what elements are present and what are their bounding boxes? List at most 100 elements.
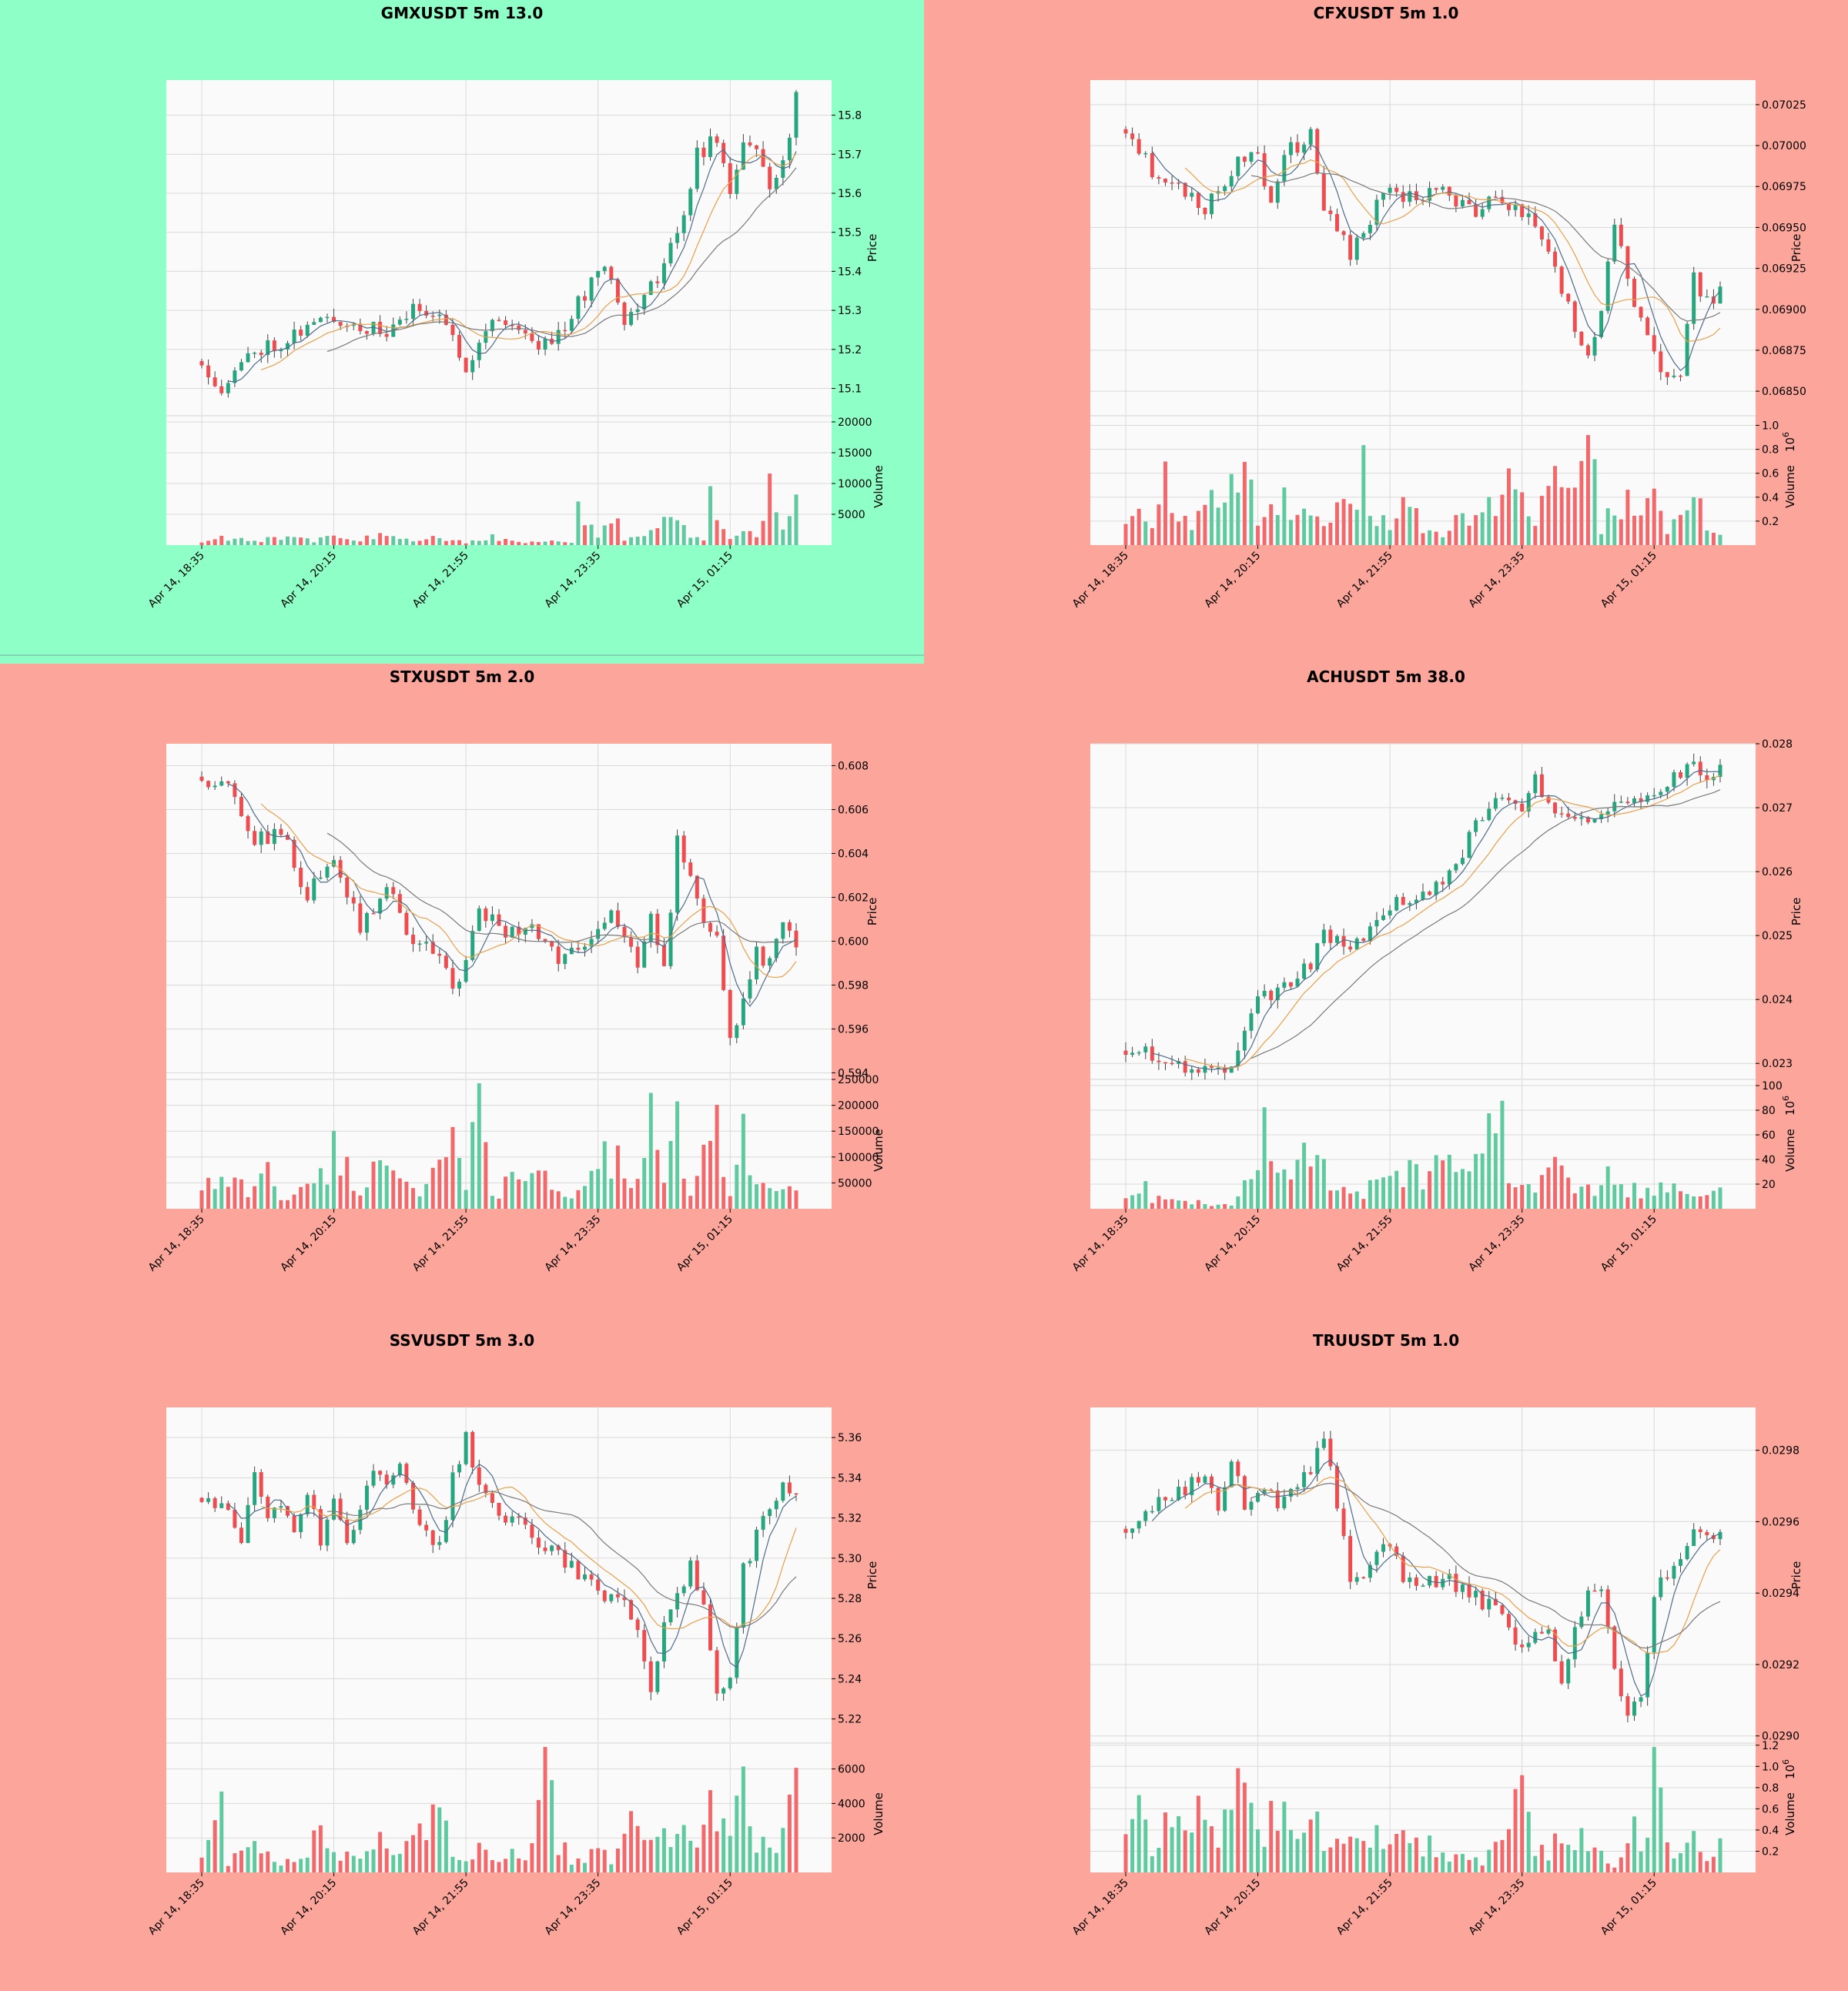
candle-body bbox=[563, 954, 567, 964]
volume-bar bbox=[583, 525, 587, 545]
candle-body bbox=[1428, 1575, 1432, 1586]
volume-bar bbox=[378, 533, 383, 545]
candle-body bbox=[1520, 803, 1525, 811]
volume-bar bbox=[272, 537, 276, 545]
volume-bar bbox=[318, 1168, 323, 1209]
volume-bar bbox=[384, 1165, 389, 1209]
candle-body bbox=[1216, 1067, 1220, 1069]
volume-bar bbox=[457, 1859, 462, 1872]
volume-bar bbox=[259, 542, 263, 545]
moving-average-line-2 bbox=[1184, 159, 1721, 343]
candle-body bbox=[358, 323, 363, 332]
candle-body bbox=[1262, 153, 1267, 186]
candle-body bbox=[437, 1541, 442, 1545]
volume-bar bbox=[741, 530, 745, 545]
volume-bar bbox=[1288, 520, 1293, 545]
candle-body bbox=[1685, 323, 1689, 376]
volume-bar bbox=[1210, 1826, 1214, 1872]
volume-plot-area bbox=[1090, 416, 1756, 545]
volume-bar bbox=[1639, 1851, 1643, 1872]
price-tick-label: 0.028 bbox=[1762, 738, 1793, 751]
candle-body bbox=[1539, 226, 1544, 239]
volume-bar bbox=[1170, 1199, 1174, 1209]
candle-body bbox=[239, 362, 243, 371]
candle-body bbox=[688, 189, 693, 216]
volume-bar bbox=[596, 1169, 601, 1209]
candle-body bbox=[1401, 1555, 1405, 1582]
candle-body bbox=[1269, 186, 1274, 203]
volume-bar bbox=[411, 1188, 415, 1209]
volume-bar bbox=[1500, 1839, 1505, 1872]
volume-bar bbox=[1533, 1192, 1538, 1209]
candle-body bbox=[1572, 301, 1577, 332]
candle-body bbox=[199, 1497, 204, 1502]
price-tick-label: 15.6 bbox=[838, 188, 862, 200]
price-tick-label: 0.023 bbox=[1762, 1058, 1793, 1070]
volume-bar bbox=[1335, 502, 1339, 545]
candle-body bbox=[741, 1563, 745, 1628]
candle-body bbox=[1625, 246, 1630, 279]
volume-bar bbox=[1163, 1199, 1167, 1209]
volume-bar bbox=[1585, 1184, 1590, 1209]
candle-body bbox=[715, 932, 719, 936]
volume-bar bbox=[543, 1747, 547, 1872]
volume-bar bbox=[1256, 1170, 1260, 1209]
volume-bar bbox=[1428, 530, 1432, 545]
volume-bar bbox=[484, 1142, 488, 1209]
volume-bar bbox=[1645, 1837, 1650, 1872]
candle-body bbox=[1520, 204, 1525, 217]
candle-body bbox=[286, 835, 290, 840]
candle-body bbox=[1480, 1591, 1485, 1610]
volume-bar bbox=[504, 1176, 508, 1209]
candle-body bbox=[1572, 817, 1577, 819]
volume-bar bbox=[1216, 1204, 1220, 1209]
volume-bar bbox=[609, 1864, 614, 1872]
candle-body bbox=[1256, 996, 1260, 1014]
volume-bar bbox=[629, 537, 634, 545]
volume-bar bbox=[576, 1190, 581, 1209]
volume-bar bbox=[1619, 519, 1623, 545]
price-tick-label: 0.024 bbox=[1762, 994, 1793, 1006]
volume-bar bbox=[1249, 1802, 1254, 1872]
volume-bar bbox=[504, 539, 508, 545]
volume-bar bbox=[1592, 1196, 1597, 1209]
price-tick-label: 0.06850 bbox=[1762, 386, 1806, 398]
volume-bar bbox=[708, 486, 712, 545]
candle-body bbox=[556, 946, 561, 964]
volume-bar bbox=[530, 1843, 534, 1872]
volume-bar bbox=[1269, 504, 1274, 545]
price-tick-label: 15.8 bbox=[838, 110, 862, 122]
candle-body bbox=[1275, 987, 1280, 1001]
volume-bar bbox=[1388, 1844, 1392, 1872]
candle-body bbox=[1645, 317, 1650, 336]
volume-plot-area bbox=[166, 416, 832, 545]
candle-body bbox=[477, 1467, 481, 1485]
candle-body bbox=[1388, 187, 1392, 193]
volume-bar bbox=[490, 1196, 494, 1209]
candle-body bbox=[1480, 820, 1485, 821]
volume-bar bbox=[635, 1179, 640, 1209]
volume-bar bbox=[655, 528, 660, 545]
volume-bar bbox=[345, 1851, 350, 1872]
volume-bar bbox=[661, 1183, 666, 1209]
volume-bar bbox=[477, 1083, 481, 1209]
volume-bar bbox=[1328, 522, 1333, 545]
candle-body bbox=[768, 166, 772, 189]
candle-body bbox=[1308, 1472, 1313, 1474]
volume-bar bbox=[761, 1836, 765, 1872]
candle-body bbox=[794, 92, 798, 138]
candle-body bbox=[1474, 820, 1478, 832]
candle-body bbox=[701, 147, 706, 157]
volume-bar bbox=[1480, 1153, 1485, 1209]
volume-bar bbox=[417, 1823, 422, 1872]
price-tick-label: 0.0296 bbox=[1762, 1516, 1799, 1528]
candle-body bbox=[504, 320, 508, 326]
volume-bar bbox=[668, 517, 673, 545]
candle-body bbox=[305, 887, 310, 901]
volume-bar bbox=[1381, 1849, 1386, 1872]
candle-body bbox=[1150, 152, 1154, 178]
volume-bar bbox=[371, 1161, 376, 1209]
candle-body bbox=[1546, 239, 1551, 252]
volume-bar bbox=[1539, 496, 1544, 545]
candle-body bbox=[1585, 817, 1590, 823]
